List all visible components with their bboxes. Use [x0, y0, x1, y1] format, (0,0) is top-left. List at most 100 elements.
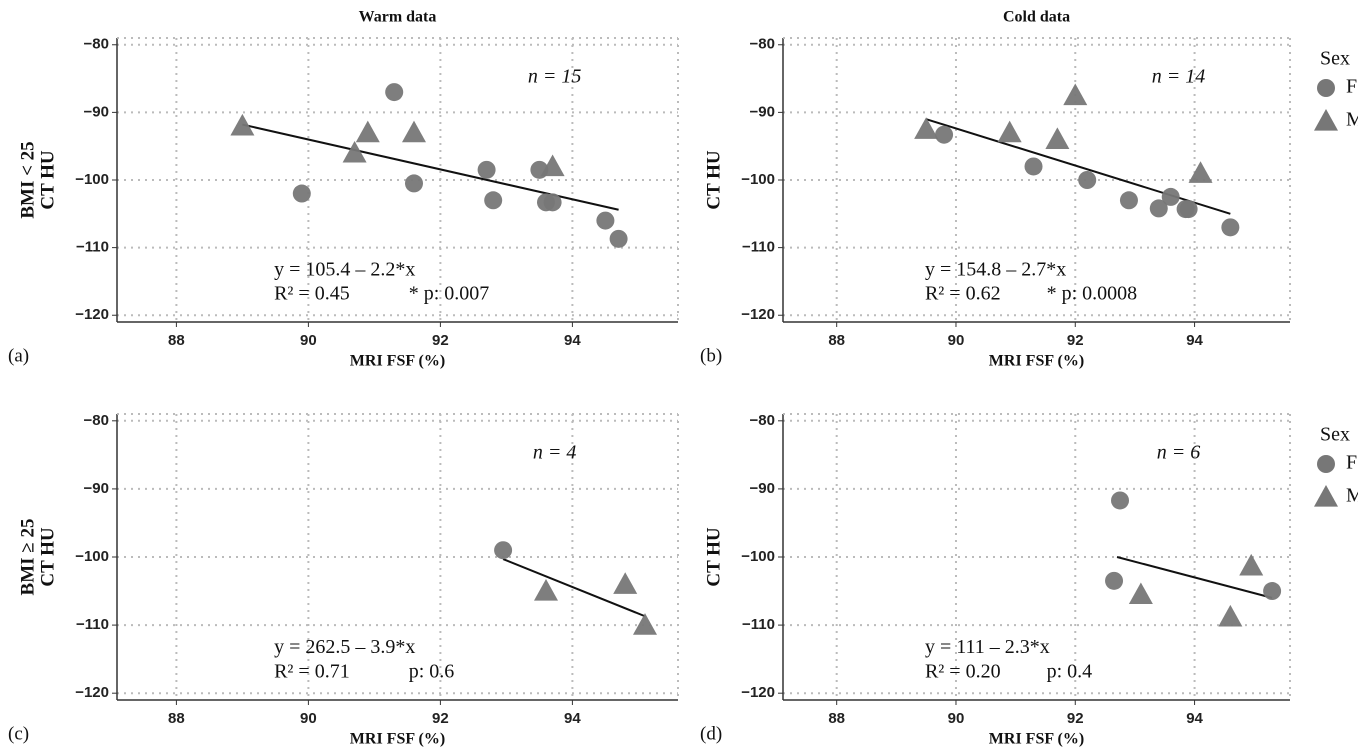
- p-value: p: 0.4: [1047, 660, 1093, 682]
- y-tick-label: −90: [750, 480, 775, 497]
- y-tick-label: −100: [741, 548, 775, 565]
- x-tick-label: 88: [828, 332, 845, 349]
- x-axis-label: MRI FSF (%): [350, 353, 445, 370]
- panel-label: (b): [700, 345, 722, 366]
- point: [1161, 187, 1180, 206]
- legend-marker: [1314, 485, 1338, 507]
- x-axis-label: MRI FSF (%): [989, 353, 1084, 370]
- point: [1188, 161, 1213, 183]
- point: [342, 140, 367, 163]
- point: [935, 125, 954, 144]
- y-tick-label: −90: [84, 480, 109, 497]
- y-tick-label: −110: [742, 239, 775, 256]
- y-tick-label: −120: [741, 684, 775, 701]
- equation: y = 111 – 2.3*x: [925, 636, 1050, 658]
- x-tick-label: 94: [564, 710, 581, 727]
- equation: y = 154.8 – 2.7*x: [925, 258, 1066, 280]
- point: [402, 120, 426, 143]
- y-tick-label: −90: [750, 103, 775, 120]
- x-axis-label: MRI FSF (%): [989, 731, 1084, 748]
- point: [494, 541, 513, 560]
- y-tick-label: −100: [75, 548, 109, 565]
- x-tick-label: 94: [1186, 710, 1203, 727]
- x-tick-label: 90: [300, 710, 317, 727]
- point: [633, 613, 657, 635]
- y-axis-label: CT HU: [37, 527, 58, 587]
- y-tick-label: −120: [741, 306, 775, 323]
- fit-line: [925, 118, 1231, 215]
- y-tick-label: −80: [84, 36, 109, 53]
- n-annotation: n = 14: [1152, 65, 1206, 87]
- y-tick-label: −80: [750, 36, 775, 53]
- r-squared: R² = 0.20: [925, 660, 1001, 682]
- point: [1119, 191, 1138, 210]
- point: [997, 120, 1022, 143]
- point: [540, 154, 565, 177]
- legend-label: M: [1346, 109, 1358, 131]
- point: [385, 83, 404, 102]
- point: [1221, 218, 1240, 237]
- point: [484, 191, 503, 210]
- panel-title: Warm data: [359, 9, 437, 26]
- n-annotation: n = 6: [1157, 442, 1201, 464]
- x-tick-label: 94: [1186, 332, 1203, 349]
- point: [1024, 157, 1043, 176]
- legend-marker: [1314, 109, 1338, 131]
- y-tick-label: −120: [75, 684, 109, 701]
- x-tick-label: 92: [1067, 332, 1084, 349]
- x-tick-label: 90: [948, 332, 965, 349]
- point: [1045, 127, 1070, 150]
- point: [914, 117, 939, 139]
- equation: y = 105.4 – 2.2*x: [274, 258, 415, 280]
- point: [1239, 553, 1264, 576]
- x-axis-label: MRI FSF (%): [350, 731, 445, 748]
- point: [1078, 171, 1097, 189]
- p-value: * p: 0.007: [409, 283, 490, 305]
- x-tick-label: 92: [432, 332, 449, 349]
- x-tick-label: 88: [828, 710, 845, 727]
- y-tick-label: −100: [75, 171, 109, 188]
- y-axis-label: BMI < 25: [17, 141, 38, 218]
- y-tick-label: −90: [84, 103, 109, 120]
- p-value: p: 0.6: [409, 660, 455, 682]
- n-annotation: n = 15: [528, 65, 582, 87]
- panel-label: (d): [700, 723, 722, 744]
- fit-line: [502, 558, 646, 618]
- point: [477, 160, 496, 179]
- x-tick-label: 88: [168, 332, 185, 349]
- x-tick-label: 88: [168, 710, 185, 727]
- legend-label: F: [1346, 76, 1357, 98]
- fit-line: [1116, 556, 1273, 599]
- point: [292, 184, 311, 203]
- p-value: * p: 0.0008: [1047, 283, 1138, 305]
- y-axis-label: CT HU: [703, 527, 724, 587]
- r-squared: R² = 0.71: [274, 660, 350, 682]
- point: [596, 211, 615, 230]
- legend-marker: [1317, 79, 1335, 97]
- y-tick-label: −80: [750, 412, 775, 429]
- point: [1263, 582, 1282, 601]
- panel-label: (c): [8, 723, 29, 744]
- x-tick-label: 92: [1067, 710, 1084, 727]
- y-tick-label: −110: [742, 616, 775, 633]
- point: [543, 193, 562, 212]
- y-axis-label: BMI ≥ 25: [17, 519, 38, 596]
- y-axis-label: CT HU: [37, 150, 58, 210]
- legend-label: F: [1346, 452, 1357, 474]
- point: [1105, 571, 1124, 590]
- point: [355, 120, 380, 143]
- r-squared: R² = 0.62: [925, 283, 1001, 305]
- point: [405, 174, 423, 193]
- y-axis-label: CT HU: [703, 150, 724, 210]
- x-tick-label: 92: [432, 710, 449, 727]
- point: [534, 579, 558, 601]
- y-tick-label: −110: [76, 616, 109, 633]
- x-tick-label: 94: [564, 332, 581, 349]
- panel-title: Cold data: [1003, 9, 1070, 26]
- panel-label: (a): [8, 345, 29, 366]
- point: [1149, 199, 1168, 218]
- legend-label: M: [1346, 485, 1358, 507]
- equation: y = 262.5 – 3.9*x: [274, 636, 415, 658]
- y-tick-label: −120: [75, 306, 109, 323]
